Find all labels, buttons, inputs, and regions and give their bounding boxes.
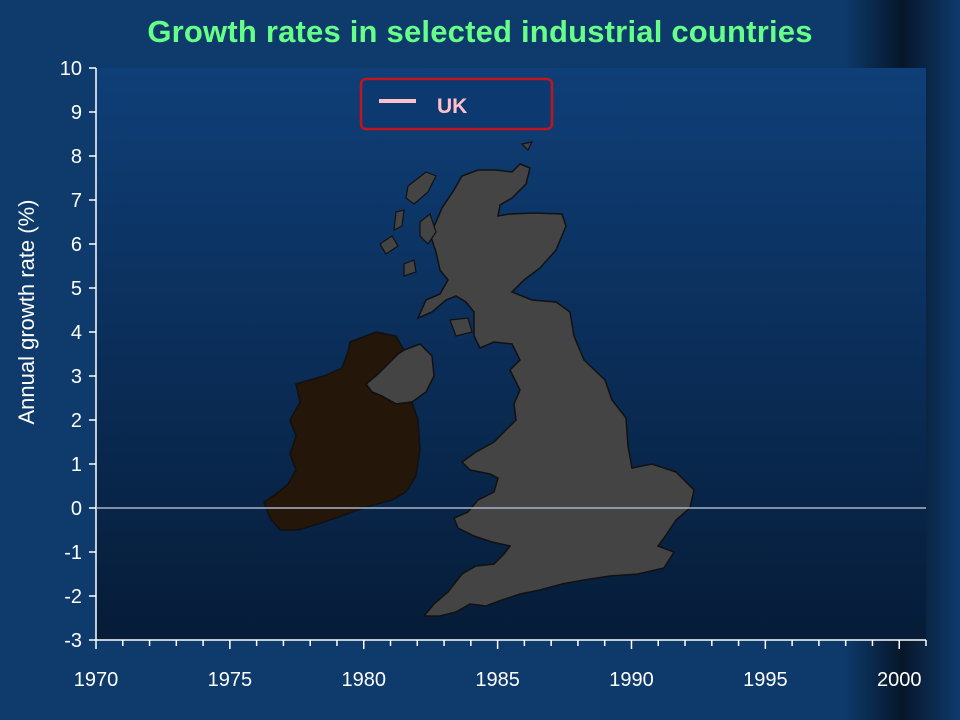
- y-tick-label: 1: [71, 454, 82, 476]
- great-britain-shape: [416, 163, 695, 617]
- y-tick-label: 9: [71, 102, 82, 124]
- x-tick-label: 1985: [475, 669, 520, 691]
- y-tick-label: -2: [64, 586, 82, 608]
- y-tick-label: 4: [71, 322, 82, 344]
- y-tick-label: 3: [71, 366, 82, 388]
- ireland-shape: [263, 331, 421, 531]
- y-tick-label: 7: [71, 190, 82, 212]
- x-tick-label: 1975: [208, 669, 253, 691]
- x-tick-label: 1990: [609, 669, 654, 691]
- y-tick-label: 8: [71, 146, 82, 168]
- uk-ireland-map: [263, 141, 695, 617]
- y-axis-label: Annual growth rate (%): [14, 200, 39, 425]
- y-tick-label: 0: [71, 498, 82, 520]
- scottish-islands-shape: [379, 141, 534, 337]
- y-tick-label: -3: [64, 630, 82, 652]
- x-tick-label: 2000: [877, 669, 922, 691]
- x-tick-label: 1970: [74, 669, 119, 691]
- y-tick-label: 2: [71, 410, 82, 432]
- y-tick-label: 6: [71, 234, 82, 256]
- y-tick-label: 10: [60, 58, 82, 80]
- legend-box: [359, 77, 554, 131]
- y-tick-label: 5: [71, 278, 82, 300]
- legend-label-uk: UK: [437, 95, 467, 118]
- y-tick-label: -1: [64, 542, 82, 564]
- chart-title: Growth rates in selected industrial coun…: [147, 14, 813, 49]
- axes: -3 -2 -1 0 1 2 3 4 5 6 7 8 9 10 1970 1975 1980 1985 1990 19…: [60, 58, 927, 691]
- x-tick-label: 1980: [341, 669, 386, 691]
- x-tick-label: 1995: [743, 669, 788, 691]
- legend: UK: [359, 77, 554, 131]
